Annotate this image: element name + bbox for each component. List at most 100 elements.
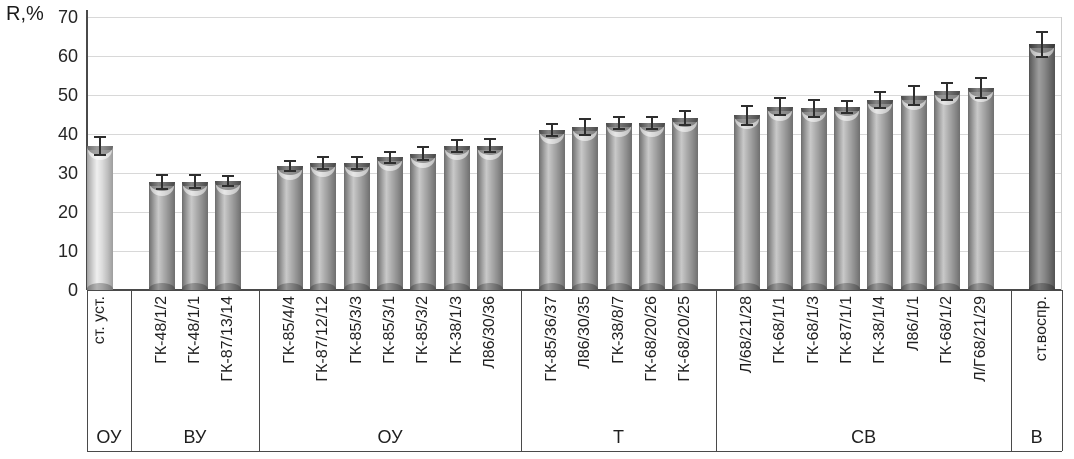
category-label: ст.воспр.: [1033, 296, 1051, 362]
bar: [310, 162, 337, 290]
error-bar-cap-bottom: [350, 167, 363, 170]
bar: [834, 106, 860, 290]
error-bar-cap-bottom: [612, 128, 625, 131]
error-bar-cap-bottom: [94, 153, 106, 156]
bar-base-shadow: [967, 283, 994, 290]
error-bar: [1041, 31, 1044, 57]
bar: [276, 166, 303, 290]
error-bar-cap-top: [384, 150, 396, 153]
bar: [410, 153, 437, 290]
error-bar-cap-top: [450, 138, 463, 141]
bar-base-shadow: [148, 282, 175, 290]
gridline: [87, 55, 1062, 57]
group-separator: [716, 290, 717, 451]
category-label: Л86/30/36: [481, 296, 499, 369]
category-label: ГК-68/20/26: [642, 296, 660, 382]
error-bar-cap-bottom: [222, 184, 235, 187]
error-bar: [288, 160, 291, 172]
gridline: [87, 94, 1062, 96]
error-bar: [227, 175, 230, 186]
bar-base-shadow: [800, 282, 827, 290]
error-bar-cap-top: [283, 159, 296, 162]
category-label: ГК-85/3/3: [347, 296, 365, 364]
category-label: ГК-38/8/7: [609, 296, 627, 364]
bar-base-shadow: [477, 282, 504, 290]
error-bar: [617, 116, 620, 130]
error-bar-cap-bottom: [1036, 55, 1049, 58]
error-bar: [160, 174, 163, 189]
group-label: Т: [613, 427, 624, 447]
plot-right-border: [1061, 17, 1062, 290]
bar: [377, 157, 403, 290]
bar: [605, 123, 632, 290]
error-bar: [193, 175, 196, 188]
error-bar-cap-bottom: [645, 128, 658, 131]
y-tick-label: 50: [57, 85, 78, 105]
error-bar-cap-top: [841, 99, 853, 102]
error-bar-cap-top: [188, 174, 201, 177]
x-axis-line: [87, 289, 1062, 291]
error-bar-cap-bottom: [874, 106, 887, 109]
y-tick-label: 30: [57, 163, 78, 183]
error-bar: [812, 99, 815, 117]
group-label: СВ: [851, 427, 877, 447]
group-separator: [1011, 290, 1013, 451]
bar-base-shadow: [443, 282, 470, 290]
error-bar-cap-top: [941, 81, 954, 84]
error-bar-cap-top: [974, 77, 987, 80]
bar-base-shadow: [867, 282, 894, 290]
error-bar-cap-bottom: [188, 186, 201, 189]
group-label: ОУ: [96, 427, 122, 447]
category-label: ГК-85/3/2: [414, 296, 432, 364]
error-bar-cap-bottom: [384, 162, 396, 165]
category-label: ГК-85/36/37: [542, 296, 560, 382]
error-bar-cap-top: [1036, 30, 1049, 33]
bar-base-shadow: [538, 282, 565, 290]
category-label: ГК-87/12/12: [314, 296, 332, 382]
bar: [215, 180, 242, 290]
bar-base-shadow: [767, 282, 794, 290]
error-bar-cap-bottom: [417, 159, 430, 162]
error-bar-cap-bottom: [579, 133, 592, 136]
error-bar-cap-top: [222, 174, 235, 177]
error-bar-cap-top: [545, 122, 558, 125]
bar: [1029, 44, 1056, 290]
error-bar-cap-top: [579, 118, 592, 121]
y-axis-title: R,%: [6, 3, 44, 25]
category-label: ст. уст.: [91, 296, 108, 345]
bar: [967, 88, 994, 290]
category-label: ГК-68/1/3: [804, 296, 822, 364]
bar: [767, 106, 794, 290]
error-bar-cap-bottom: [450, 150, 463, 153]
bar: [343, 162, 370, 290]
error-bar-cap-top: [645, 115, 658, 118]
error-bar: [355, 157, 358, 169]
error-bar: [584, 119, 587, 135]
category-label: ГК-85/4/4: [280, 296, 298, 364]
group-separator: [259, 290, 260, 451]
bar: [538, 130, 565, 290]
error-bar: [99, 136, 101, 155]
error-bar-cap-top: [612, 115, 625, 118]
y-tick-label: 10: [57, 241, 78, 261]
bar: [148, 181, 175, 290]
category-label: ГК-38/1/4: [871, 296, 889, 364]
error-bar: [879, 91, 882, 108]
bar-base-shadow: [900, 282, 927, 290]
error-bar-cap-bottom: [317, 168, 330, 171]
gridline: [87, 16, 1062, 18]
error-bar-cap-top: [907, 85, 920, 88]
error-bar-cap-top: [874, 90, 887, 93]
category-label: ГК-87/1/1: [838, 296, 855, 364]
axis-band-bottom-line: [87, 451, 1062, 452]
group-separator: [87, 290, 88, 451]
bar-base-shadow: [572, 283, 599, 290]
category-label: ГК-38/1/3: [447, 296, 465, 364]
error-bar-cap-bottom: [907, 104, 920, 107]
y-tick-label: 0: [67, 280, 78, 300]
category-label: ГК-48/1/1: [185, 296, 203, 364]
error-bar: [322, 156, 325, 170]
group-label: ОУ: [377, 427, 403, 447]
error-bar: [912, 86, 915, 106]
